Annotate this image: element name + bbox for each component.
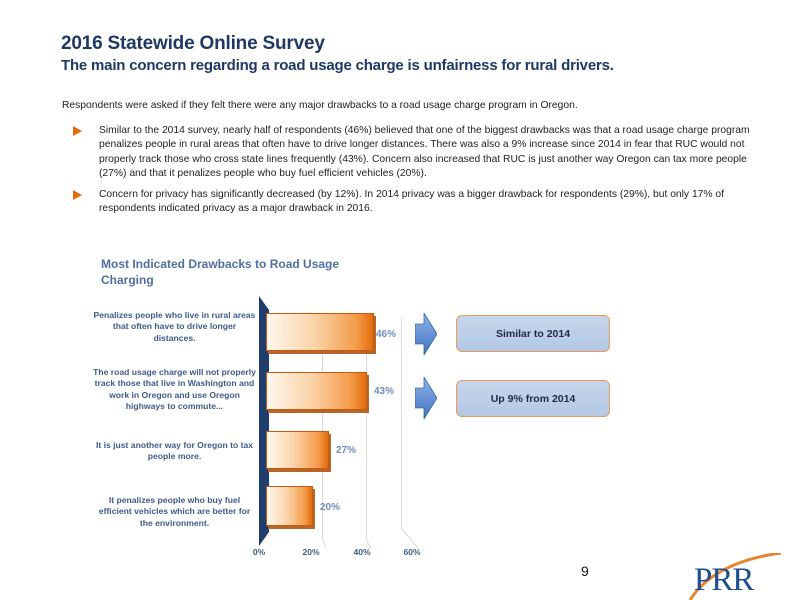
x-tick: 40% — [353, 547, 371, 557]
category-label: It penalizes people who buy fuel efficie… — [98, 495, 251, 528]
axis-wall — [259, 296, 269, 546]
x-tick: 60% — [403, 547, 421, 557]
bullet-list: Similar to the 2014 survey, nearly half … — [73, 124, 773, 222]
callout-similar-2014: Similar to 2014 — [456, 315, 610, 352]
bar-value-label: 46% — [376, 329, 397, 340]
bar-washington-commute — [266, 372, 367, 410]
page-subtitle: The main concern regarding a road usage … — [61, 57, 614, 74]
gridline-60 — [401, 318, 402, 528]
category-label: It is just another way for Oregon to tax… — [95, 440, 254, 462]
bar-rural — [266, 313, 374, 351]
intro-text: Respondents were asked if they felt ther… — [62, 100, 578, 111]
bullet-item: Concern for privacy has significantly de… — [73, 188, 773, 217]
bullet-text: Similar to the 2014 survey, nearly half … — [99, 125, 750, 180]
page-title: 2016 Statewide Online Survey — [61, 33, 325, 54]
category-label: Penalizes people who live in rural areas… — [93, 310, 256, 343]
bar-value-label: 43% — [374, 386, 395, 397]
right-arrow-icon — [415, 377, 437, 419]
logo-text: PRR — [694, 562, 754, 598]
arrow-bullet-icon — [73, 126, 82, 136]
gridline-perspective — [321, 527, 419, 549]
bar-value-label: 20% — [320, 502, 341, 513]
callout-label: Similar to 2014 — [495, 327, 571, 340]
category-label: The road usage charge will not properly … — [93, 367, 256, 412]
prr-logo: PRR — [676, 553, 796, 600]
x-tick: 20% — [302, 547, 320, 557]
gridline-40 — [366, 318, 367, 538]
chart-title: Most Indicated Drawbacks to Road Usage C… — [101, 257, 340, 287]
bar-fuel-efficient — [266, 486, 313, 526]
right-arrow-icon — [415, 313, 437, 355]
callout-label: Up 9% from 2014 — [490, 392, 576, 405]
bullet-item: Similar to the 2014 survey, nearly half … — [73, 124, 773, 182]
arrow-bullet-icon — [73, 189, 82, 200]
x-tick: 0% — [252, 547, 266, 557]
page-number: 9 — [581, 563, 589, 579]
callout-up-9-percent: Up 9% from 2014 — [456, 380, 610, 417]
bullet-text: Concern for privacy has significantly de… — [99, 188, 724, 215]
bar-tax-more — [266, 431, 329, 469]
logo-swoosh-icon — [688, 553, 782, 600]
bar-value-label: 27% — [336, 445, 357, 456]
